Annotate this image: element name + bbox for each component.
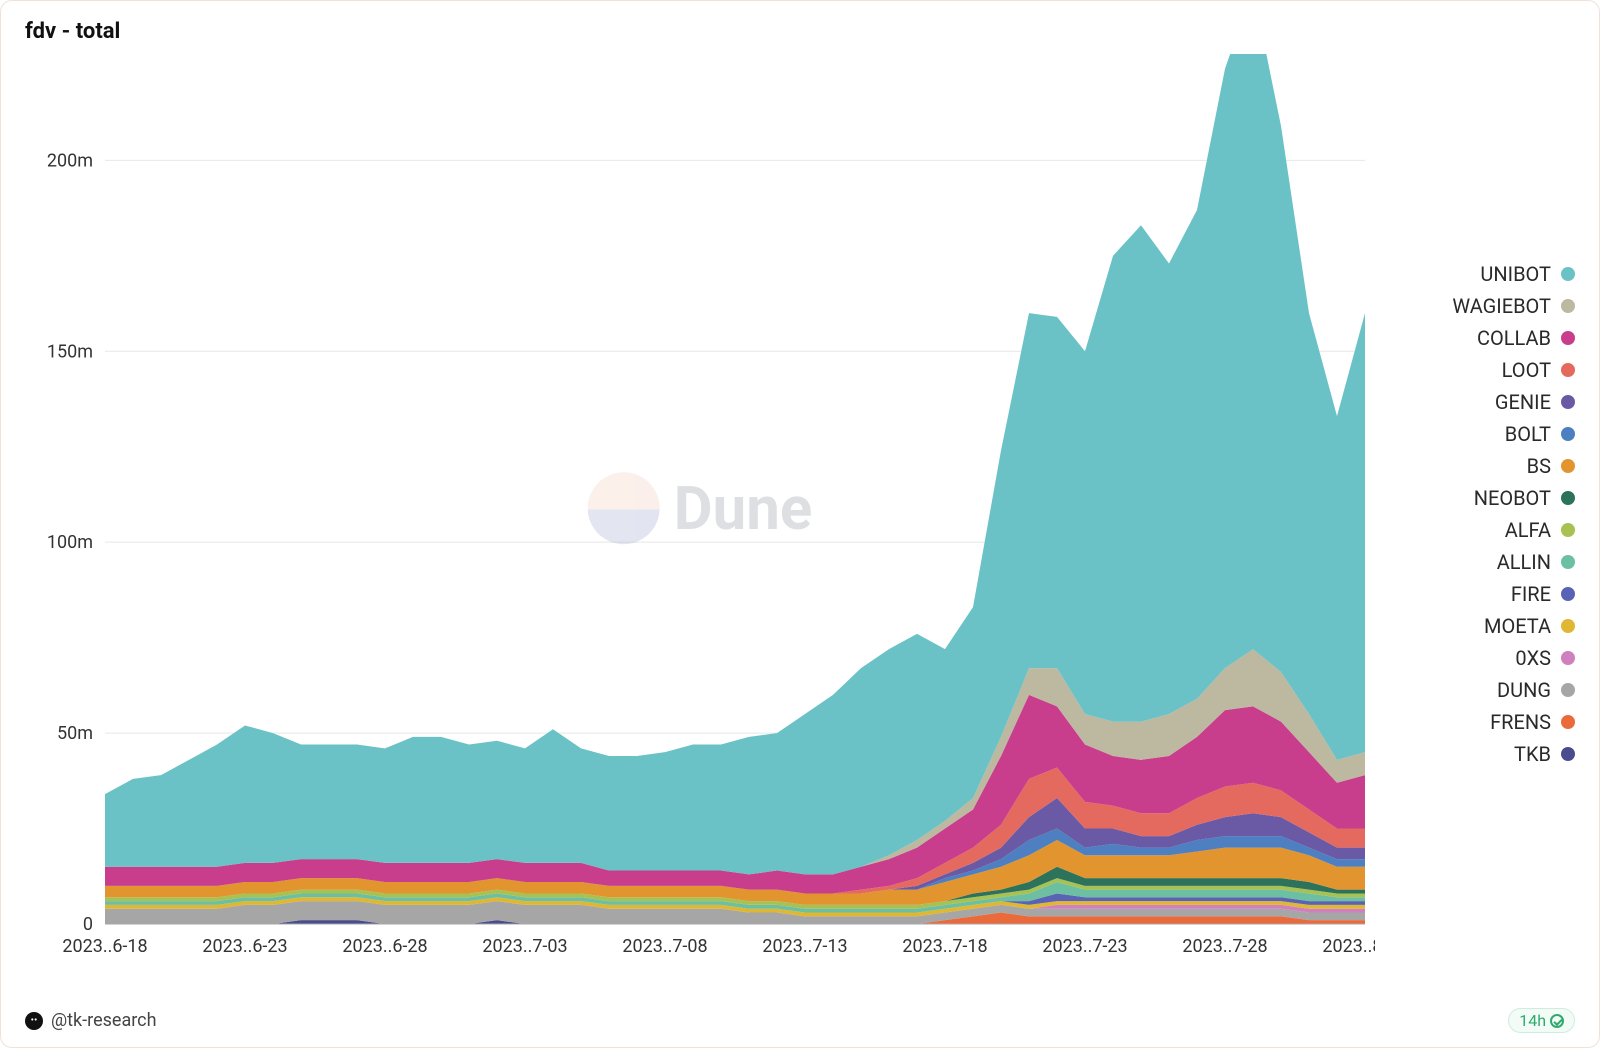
legend-item-NEOBOT[interactable]: NEOBOT bbox=[1403, 486, 1575, 510]
legend-dot-icon bbox=[1561, 299, 1575, 313]
plot-region: 0 50m 100m 150m 200m 2023..6-18 2023..6-23 2023… bbox=[25, 54, 1375, 974]
legend-dot-icon bbox=[1561, 427, 1575, 441]
legend-dot-icon bbox=[1561, 363, 1575, 377]
legend-label: FRENS bbox=[1490, 710, 1551, 734]
legend-dot-icon bbox=[1561, 331, 1575, 345]
legend-label: DUNG bbox=[1497, 678, 1551, 702]
svg-text:2023..6-18: 2023..6-18 bbox=[62, 936, 147, 957]
author[interactable]: •• @tk-research bbox=[25, 1010, 157, 1031]
chart-area: 0 50m 100m 150m 200m 2023..6-18 2023..6-23 2023… bbox=[25, 54, 1575, 974]
legend-item-GENIE[interactable]: GENIE bbox=[1403, 390, 1575, 414]
legend-dot-icon bbox=[1561, 267, 1575, 281]
legend-label: COLLAB bbox=[1477, 326, 1551, 350]
legend-label: GENIE bbox=[1495, 390, 1551, 414]
legend-label: BOLT bbox=[1505, 422, 1551, 446]
legend-item-ALFA[interactable]: ALFA bbox=[1403, 518, 1575, 542]
legend-dot-icon bbox=[1561, 619, 1575, 633]
svg-text:50m: 50m bbox=[57, 723, 93, 744]
legend-dot-icon bbox=[1561, 683, 1575, 697]
chart-card: fdv - total 0 50m 100m 150m 200m 2023..6-18 20… bbox=[0, 0, 1600, 1048]
freshness-badge[interactable]: 14h bbox=[1508, 1008, 1575, 1033]
legend-item-UNIBOT[interactable]: UNIBOT bbox=[1403, 262, 1575, 286]
legend-label: ALLIN bbox=[1497, 550, 1551, 574]
legend-label: NEOBOT bbox=[1474, 486, 1551, 510]
svg-text:200m: 200m bbox=[47, 150, 93, 171]
legend-item-TKB[interactable]: TKB bbox=[1403, 742, 1575, 766]
svg-text:2023..7-13: 2023..7-13 bbox=[762, 936, 847, 957]
svg-text:2023..7-03: 2023..7-03 bbox=[482, 936, 567, 957]
legend-label: LOOT bbox=[1502, 358, 1551, 382]
svg-text:0: 0 bbox=[83, 914, 93, 935]
svg-text:2023..7-28: 2023..7-28 bbox=[1182, 936, 1267, 957]
stacked-area-svg: 0 50m 100m 150m 200m 2023..6-18 2023..6-23 2023… bbox=[25, 54, 1375, 974]
legend-label: FIRE bbox=[1511, 582, 1551, 606]
svg-text:150m: 150m bbox=[47, 341, 93, 362]
legend-item-FIRE[interactable]: FIRE bbox=[1403, 582, 1575, 606]
svg-text:2023..8-02: 2023..8-02 bbox=[1322, 936, 1375, 957]
legend: UNIBOT WAGIEBOT COLLAB LOOT GENIE BOLT BS NEOBO… bbox=[1375, 54, 1575, 974]
author-handle: @tk-research bbox=[51, 1010, 157, 1031]
legend-label: 0XS bbox=[1515, 646, 1551, 670]
legend-label: TKB bbox=[1514, 742, 1551, 766]
author-avatar-icon: •• bbox=[25, 1012, 43, 1030]
legend-dot-icon bbox=[1561, 491, 1575, 505]
legend-item-WAGIEBOT[interactable]: WAGIEBOT bbox=[1403, 294, 1575, 318]
svg-text:2023..7-18: 2023..7-18 bbox=[902, 936, 987, 957]
legend-item-DUNG[interactable]: DUNG bbox=[1403, 678, 1575, 702]
legend-label: MOETA bbox=[1484, 614, 1551, 638]
legend-dot-icon bbox=[1561, 459, 1575, 473]
legend-dot-icon bbox=[1561, 587, 1575, 601]
legend-dot-icon bbox=[1561, 555, 1575, 569]
svg-text:2023..7-08: 2023..7-08 bbox=[622, 936, 707, 957]
legend-item-BS[interactable]: BS bbox=[1403, 454, 1575, 478]
legend-item-BOLT[interactable]: BOLT bbox=[1403, 422, 1575, 446]
legend-dot-icon bbox=[1561, 395, 1575, 409]
svg-text:2023..6-23: 2023..6-23 bbox=[202, 936, 287, 957]
legend-label: ALFA bbox=[1505, 518, 1551, 542]
legend-item-FRENS[interactable]: FRENS bbox=[1403, 710, 1575, 734]
legend-label: BS bbox=[1527, 454, 1551, 478]
legend-item-0XS[interactable]: 0XS bbox=[1403, 646, 1575, 670]
chart-title: fdv - total bbox=[25, 19, 1575, 44]
svg-text:2023..6-28: 2023..6-28 bbox=[342, 936, 427, 957]
legend-dot-icon bbox=[1561, 747, 1575, 761]
legend-label: UNIBOT bbox=[1480, 262, 1551, 286]
svg-text:100m: 100m bbox=[47, 532, 93, 553]
legend-dot-icon bbox=[1561, 523, 1575, 537]
check-icon bbox=[1550, 1014, 1564, 1028]
legend-item-LOOT[interactable]: LOOT bbox=[1403, 358, 1575, 382]
legend-dot-icon bbox=[1561, 715, 1575, 729]
legend-item-MOETA[interactable]: MOETA bbox=[1403, 614, 1575, 638]
legend-dot-icon bbox=[1561, 651, 1575, 665]
freshness-text: 14h bbox=[1519, 1011, 1546, 1030]
legend-item-ALLIN[interactable]: ALLIN bbox=[1403, 550, 1575, 574]
legend-item-COLLAB[interactable]: COLLAB bbox=[1403, 326, 1575, 350]
legend-label: WAGIEBOT bbox=[1452, 294, 1551, 318]
card-footer: •• @tk-research 14h bbox=[25, 1008, 1575, 1033]
svg-text:2023..7-23: 2023..7-23 bbox=[1042, 936, 1127, 957]
